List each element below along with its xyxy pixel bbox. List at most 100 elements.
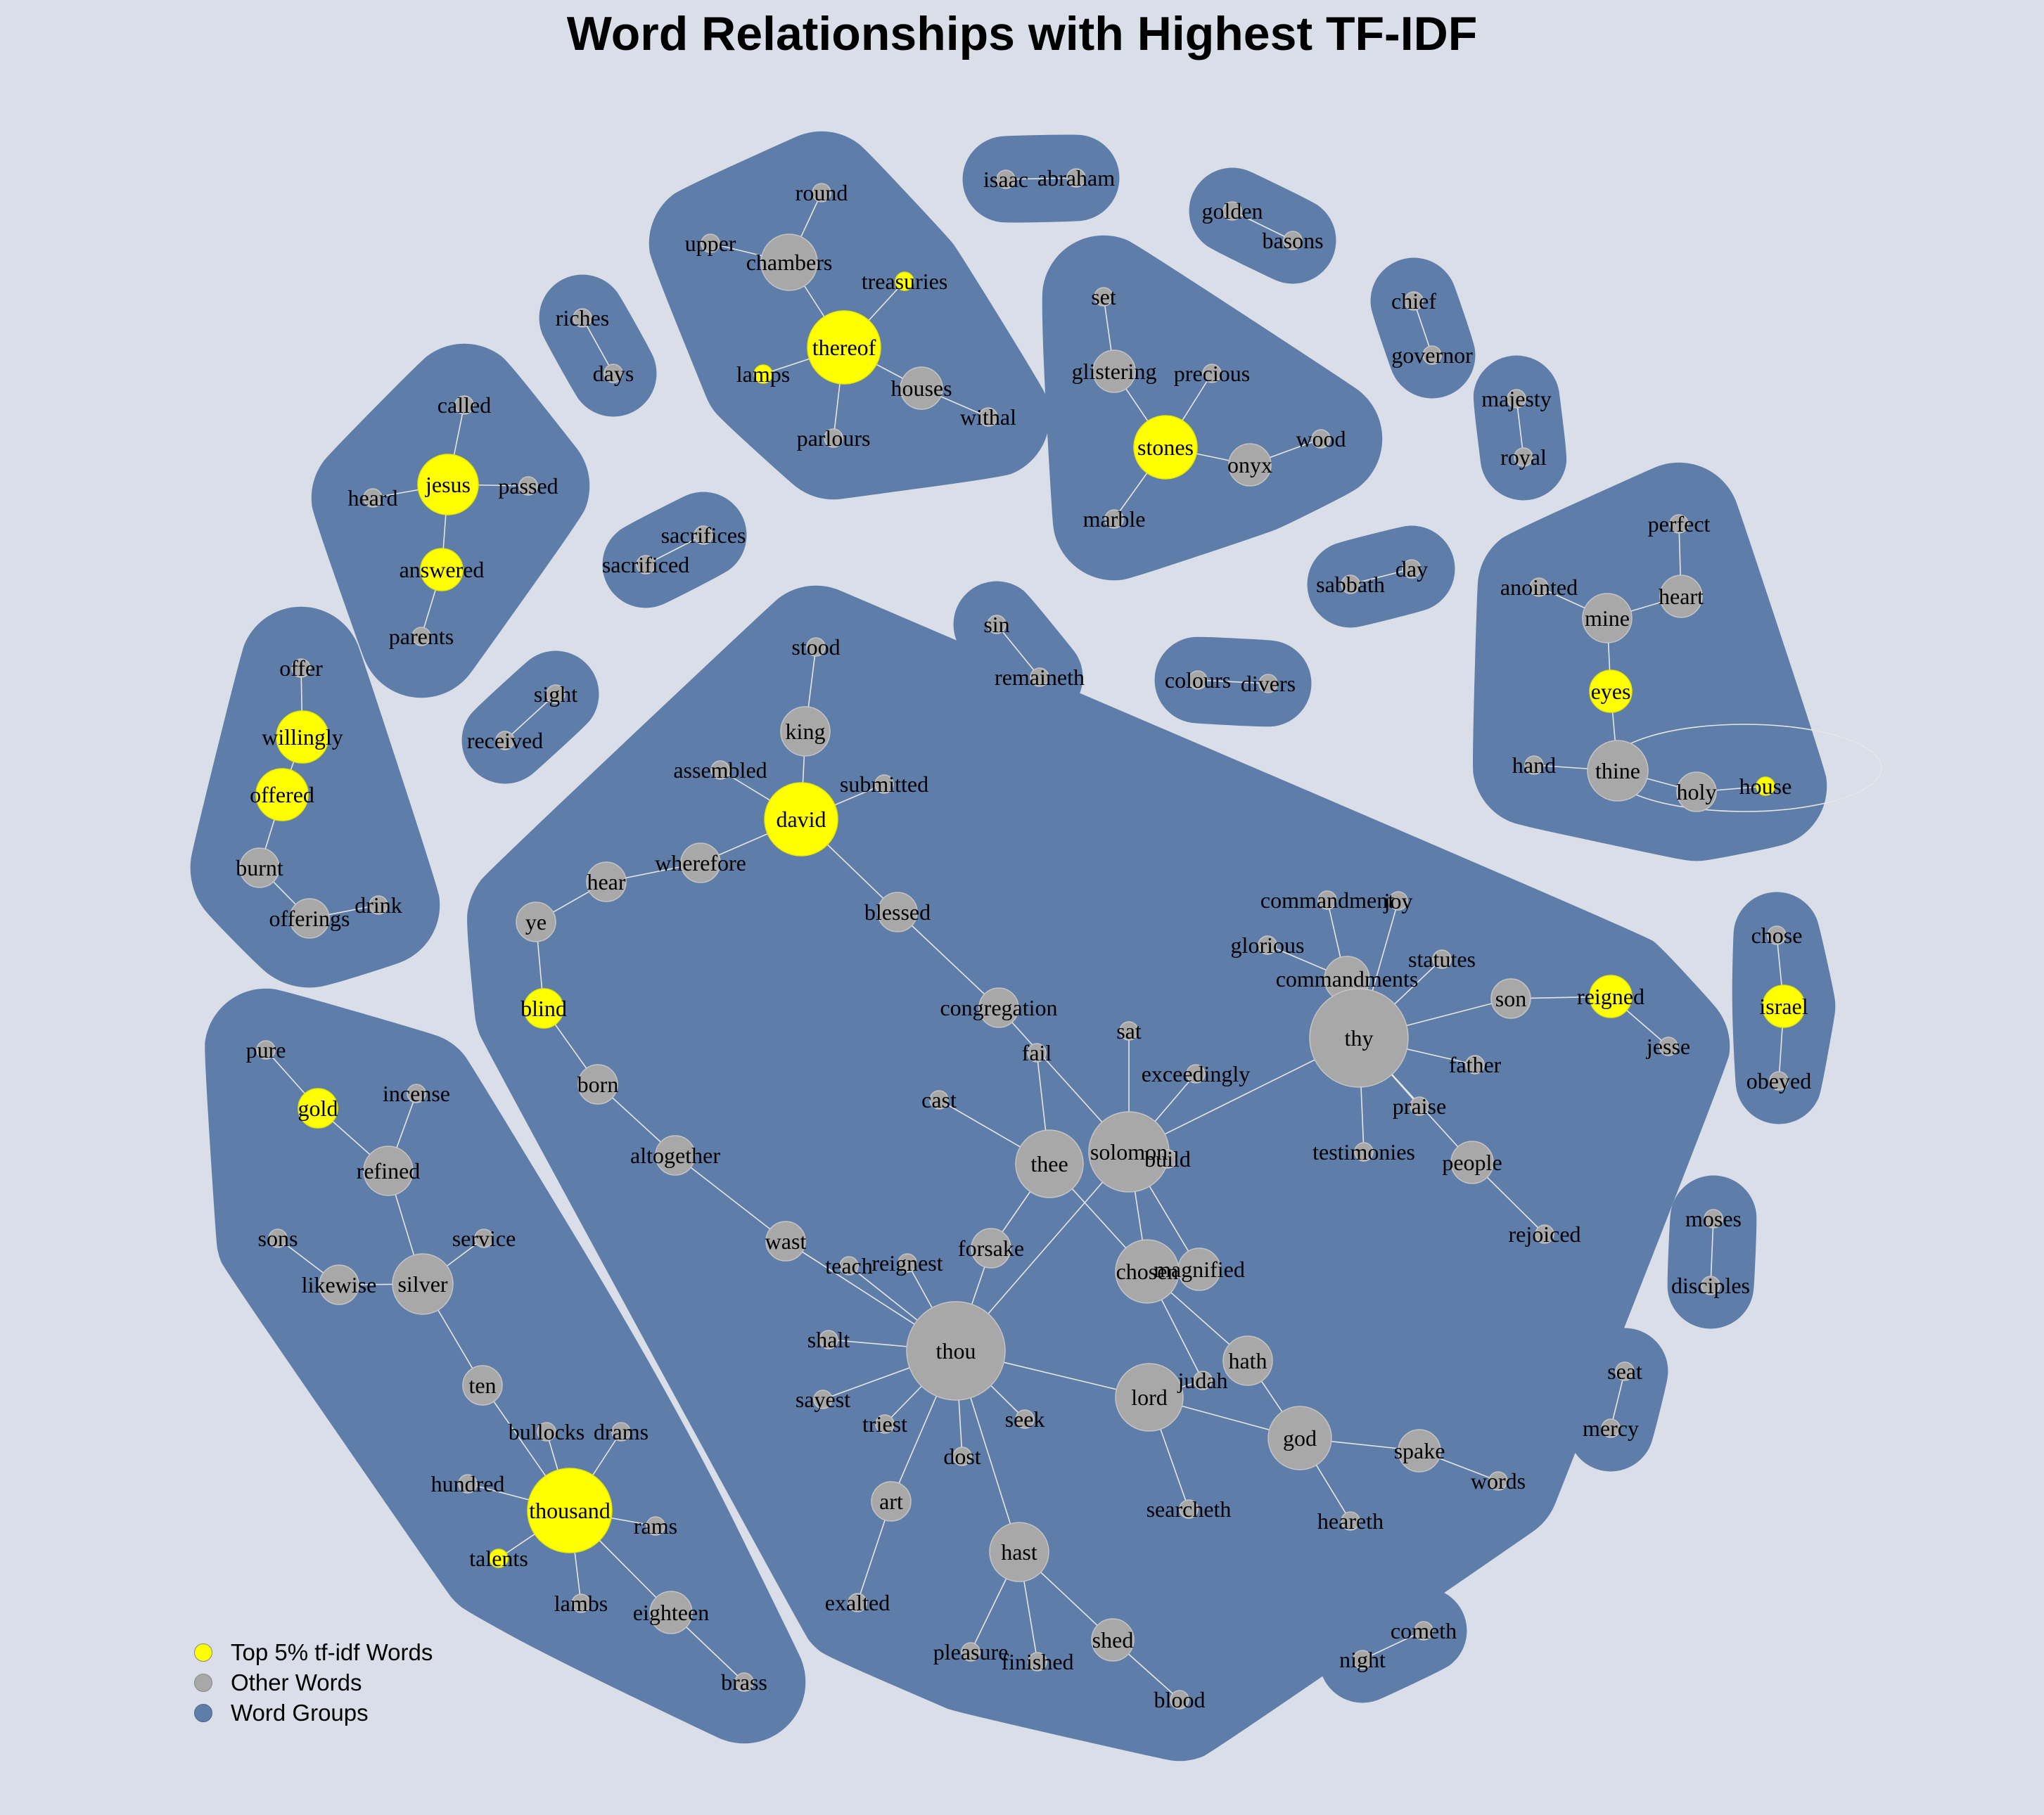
node-silver (392, 1253, 454, 1315)
label-refined: refined (357, 1158, 421, 1184)
edge-colours-divers (1197, 679, 1269, 684)
node-sacrificed (636, 555, 656, 575)
node-day (1402, 559, 1422, 579)
node-disciples (1701, 1276, 1720, 1295)
edge-riches-days (582, 317, 614, 374)
label-hear: hear (587, 869, 625, 894)
node-hath (1222, 1335, 1273, 1386)
node-god (1267, 1406, 1332, 1470)
node-triest (875, 1414, 895, 1434)
label-sons: sons (258, 1226, 298, 1251)
node-willingly (276, 710, 329, 764)
node-heard (363, 488, 383, 508)
node-offered (255, 768, 309, 821)
label-fail: fail (1022, 1040, 1052, 1065)
node-brass (734, 1672, 754, 1692)
edge-sacrifices-sacrificed (645, 534, 704, 565)
edge-altogether-wast (675, 1155, 786, 1242)
label-finished: finished (1001, 1649, 1073, 1674)
node-abraham (1066, 168, 1086, 188)
node-judah (1193, 1371, 1213, 1390)
node-perfect (1669, 514, 1689, 534)
node-reigned (1589, 975, 1633, 1018)
node-magnified (1177, 1248, 1221, 1291)
node-set (1094, 287, 1113, 307)
node-night (1353, 1650, 1372, 1669)
node-hand (1524, 755, 1544, 775)
node-majesty (1507, 389, 1526, 409)
label-triest: triest (862, 1411, 907, 1437)
node-testimonies (1354, 1142, 1374, 1162)
node-heareth (1341, 1511, 1360, 1531)
node-blind (523, 988, 564, 1029)
legend: Top 5% tf-idf Words Other Words Word Gro… (194, 1637, 433, 1728)
node-drams (611, 1422, 631, 1442)
node-divers (1258, 674, 1278, 693)
node-hast (989, 1522, 1049, 1582)
node-joy (1388, 891, 1408, 911)
label-congregation: congregation (940, 995, 1057, 1020)
node-holy (1676, 771, 1717, 812)
node-shed (1091, 1618, 1135, 1662)
label-withal: withal (960, 404, 1016, 430)
label-assembled: assembled (673, 757, 767, 783)
node-seat (1615, 1361, 1635, 1381)
node-incense (407, 1084, 426, 1103)
node-passed (518, 476, 538, 496)
node-blood (1170, 1690, 1189, 1710)
node-onyx (1228, 443, 1272, 487)
node-mine (1582, 593, 1633, 643)
label-cast: cast (921, 1087, 957, 1112)
label-words: words (1471, 1468, 1526, 1494)
node-forsake (971, 1228, 1011, 1269)
label-treasuries: treasuries (862, 269, 948, 294)
label-statutes: statutes (1408, 947, 1476, 972)
label-ten: ten (468, 1373, 496, 1398)
node-rejoiced (1535, 1224, 1554, 1244)
node-sons (268, 1229, 288, 1248)
node-statutes (1432, 949, 1452, 969)
node-searcheth (1179, 1499, 1199, 1519)
node-rams (646, 1516, 665, 1536)
node-glistering (1092, 349, 1136, 393)
node-labels: isaac abraham golden basons chief governor maj… (236, 165, 1811, 1712)
node-bullocks (537, 1422, 556, 1442)
node-sight (546, 684, 566, 704)
node-governor (1422, 345, 1442, 365)
node-dost (952, 1447, 972, 1466)
node-fail (1027, 1043, 1047, 1063)
nodes (239, 168, 1806, 1710)
node-hundred (458, 1474, 478, 1494)
edge-moses-disciples (1710, 1218, 1714, 1286)
label-dost: dost (943, 1444, 981, 1469)
label-drams: drams (594, 1419, 649, 1444)
node-basons (1283, 231, 1303, 250)
label-talents: talents (469, 1546, 528, 1571)
label-basons: basons (1262, 228, 1323, 253)
node-thee (1015, 1129, 1084, 1198)
node-wood (1311, 429, 1331, 449)
label-seat: seat (1607, 1359, 1642, 1384)
chart-title: Word Relationships with Highest TF-IDF (566, 7, 1478, 60)
node-ye (516, 902, 556, 942)
node-stood (806, 637, 826, 657)
node-jesus (417, 454, 479, 515)
node-received (495, 731, 515, 750)
node-golden (1222, 201, 1242, 221)
node-thine (1587, 740, 1649, 802)
label-onyx: onyx (1227, 452, 1272, 477)
node-heart (1659, 575, 1703, 618)
edge-blessed-congregation (897, 911, 999, 1008)
label-father: father (1449, 1052, 1502, 1077)
node-king (780, 706, 831, 757)
node-ten (462, 1365, 503, 1406)
label-obeyed: obeyed (1746, 1068, 1811, 1094)
legend-item-groups: Word Groups (194, 1698, 433, 1728)
label-holy: holy (1677, 779, 1717, 804)
node-spake (1398, 1429, 1441, 1473)
node-mercy (1601, 1418, 1621, 1438)
node-praise (1410, 1096, 1429, 1116)
label-spake: spake (1394, 1438, 1445, 1463)
label-house: house (1739, 774, 1792, 799)
